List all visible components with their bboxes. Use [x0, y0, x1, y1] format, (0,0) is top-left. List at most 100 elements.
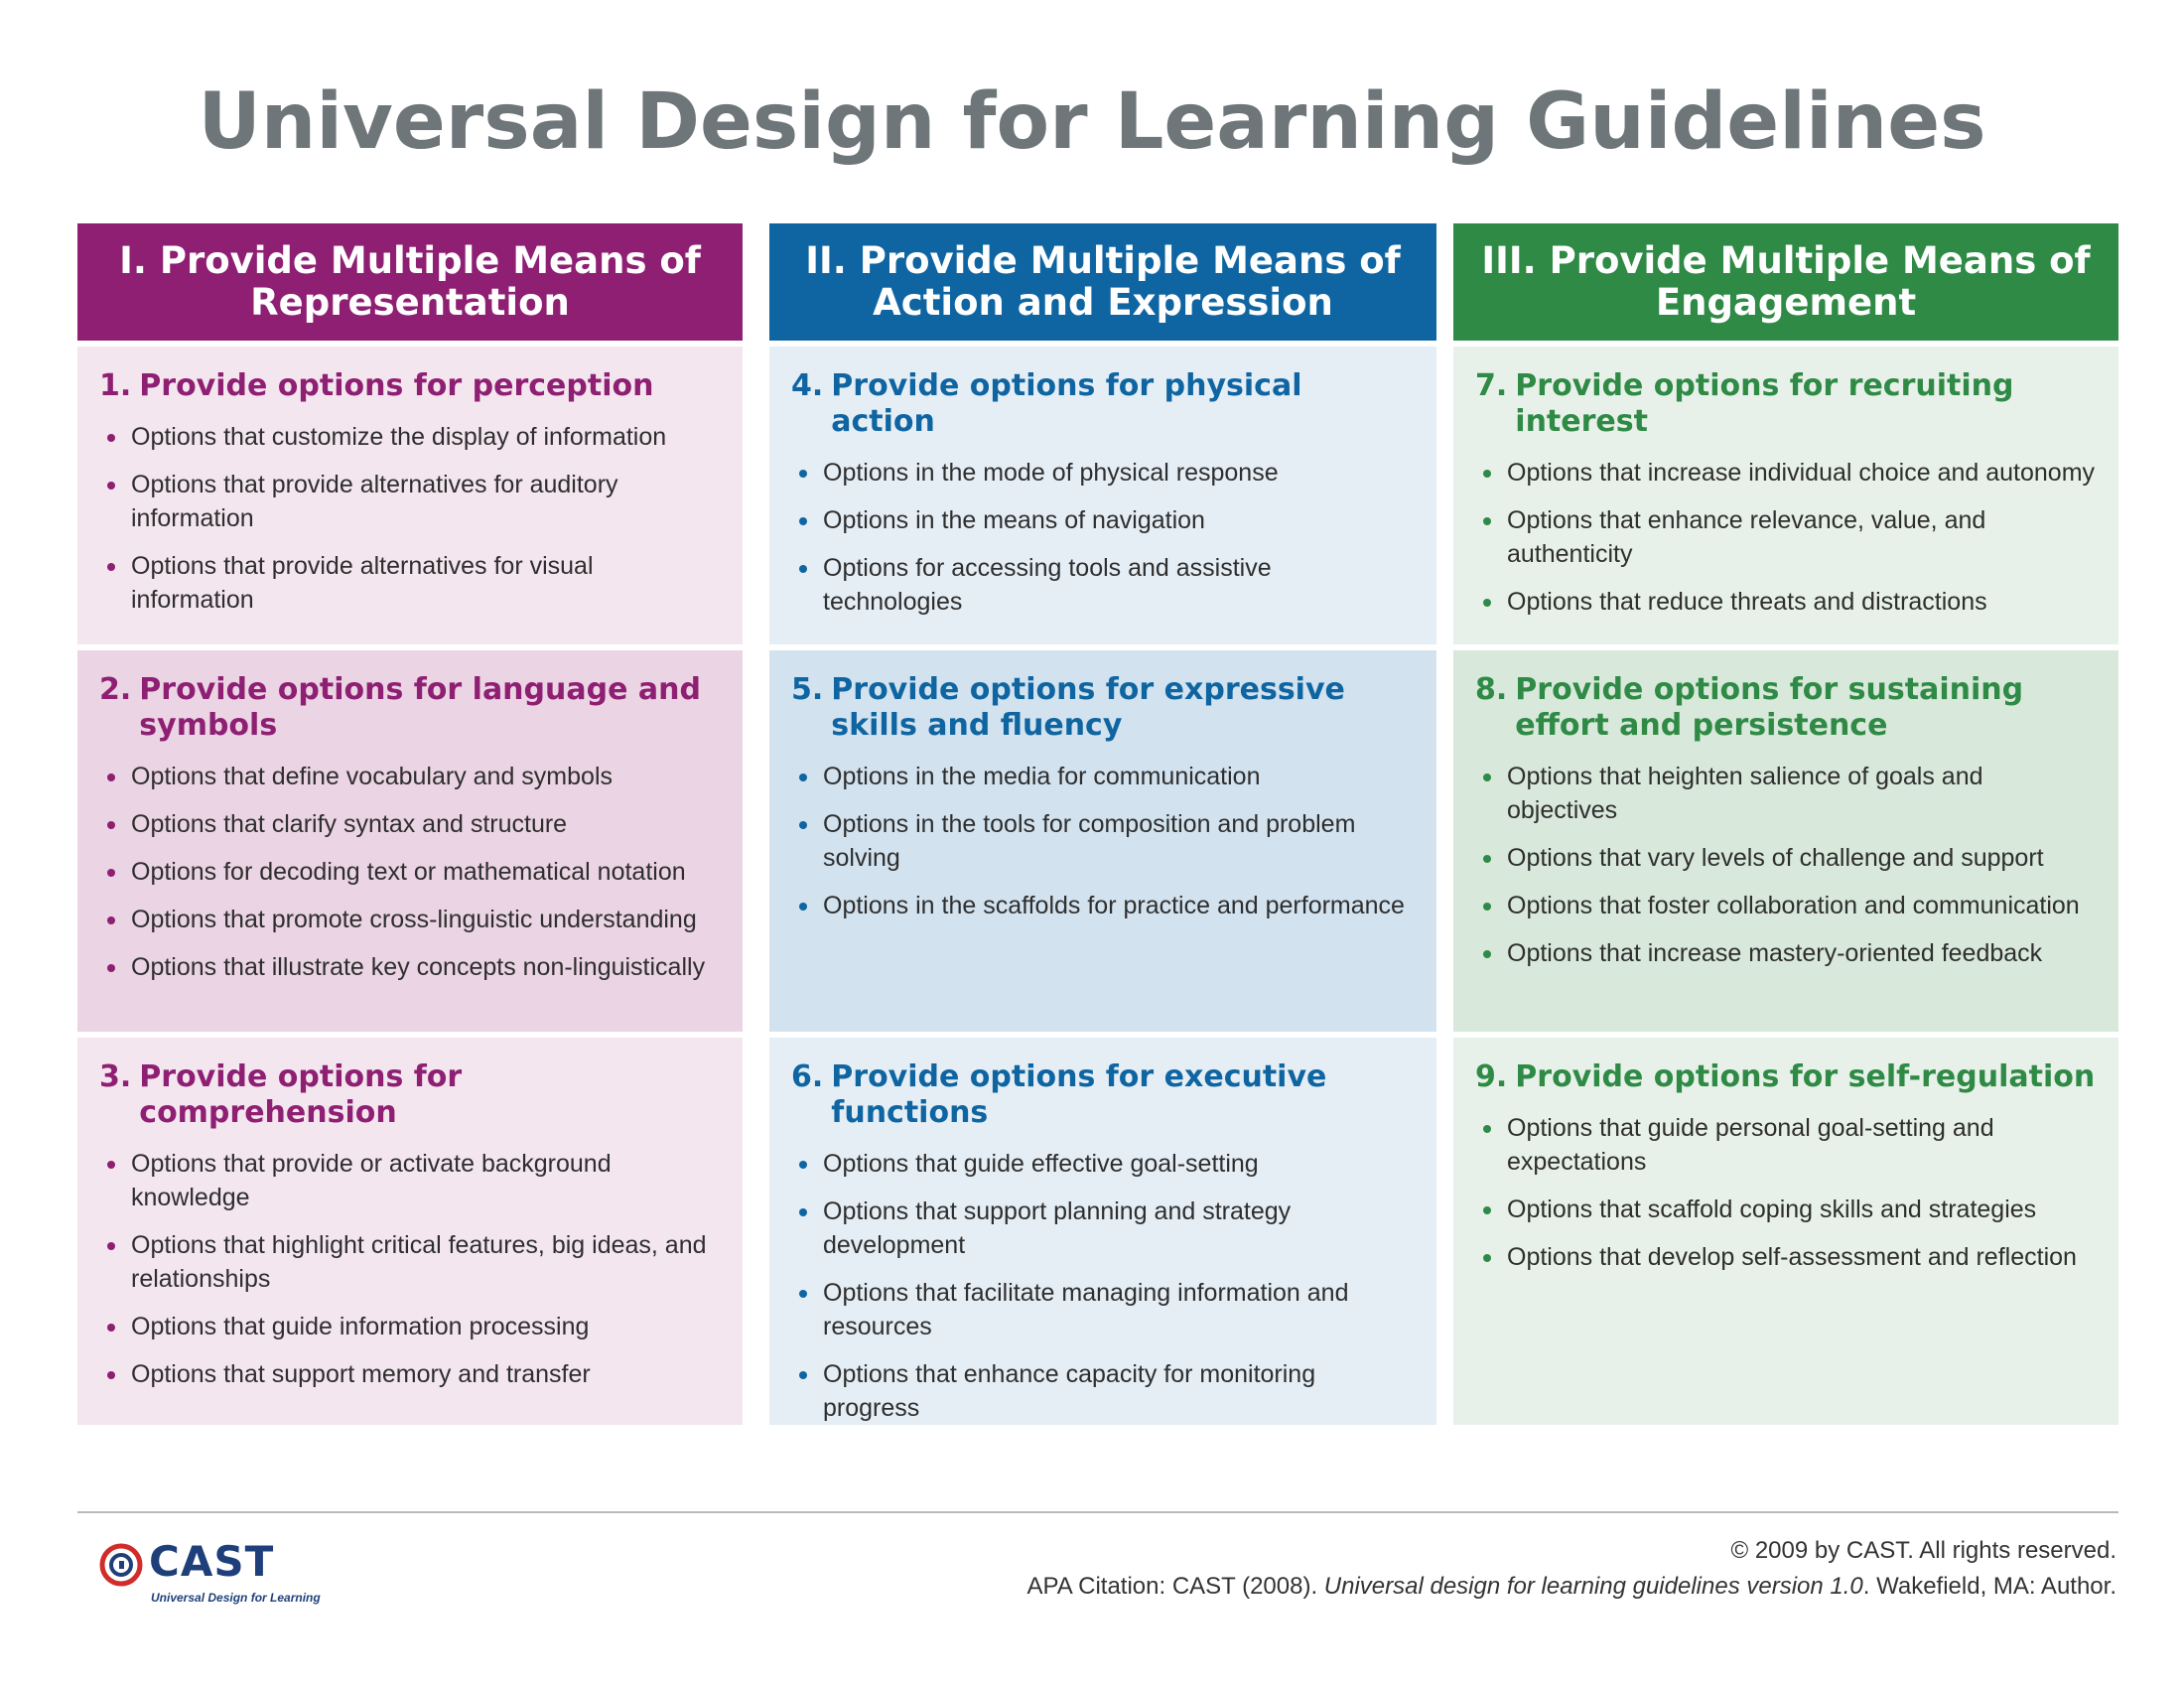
guideline-number: 6. [791, 1059, 824, 1094]
list-item: Options that increase mastery-oriented f… [1483, 936, 2097, 970]
bullet-icon [1483, 855, 1491, 863]
option-text: Options that increase mastery-oriented f… [1507, 939, 2043, 967]
guideline-text: Provide options for physical action [831, 368, 1302, 439]
list-item: Options that highlight critical features… [107, 1228, 721, 1296]
bullet-icon [799, 903, 807, 911]
guideline-number: 9. [1475, 1059, 1508, 1094]
column-header: I. Provide Multiple Means of Representat… [77, 223, 743, 341]
option-text: Options in the media for communication [823, 763, 1261, 790]
bullet-icon [1483, 1254, 1491, 1262]
guideline-title: 5. Provide options for expressive skills … [791, 672, 1415, 744]
option-text: Options that clarify syntax and structur… [131, 810, 568, 838]
bullet-icon [107, 869, 115, 877]
bullet-icon [107, 821, 115, 829]
guideline-text: Provide options for self-regulation [1515, 1059, 2096, 1094]
guideline-cell-8: 8. Provide options for sustaining effort … [1453, 650, 2118, 1032]
option-text: Options that guide information processin… [131, 1313, 590, 1340]
bullet-icon [1483, 1206, 1491, 1214]
option-text: Options that enhance capacity for monito… [823, 1360, 1316, 1422]
copyright-notice: © 2009 by CAST. All rights reserved. [1730, 1537, 2116, 1564]
guideline-title: 3. Provide options for comprehension [99, 1059, 721, 1131]
option-text: Options for accessing tools and assistiv… [823, 554, 1272, 616]
list-item: Options that enhance relevance, value, a… [1483, 503, 2097, 571]
guideline-text: Provide options for executive functions [831, 1059, 1327, 1130]
bullet-icon [799, 1290, 807, 1298]
guideline-cell-7: 7. Provide options for recruiting interes… [1453, 347, 2118, 644]
bullet-icon [107, 774, 115, 781]
list-item: Options that illustrate key concepts non… [107, 950, 721, 984]
footer-divider [77, 1511, 2118, 1513]
list-item: Options that provide alternatives for vi… [107, 549, 721, 617]
column-header-line-1: II. Provide Multiple Means of [805, 239, 1401, 282]
option-text: Options that illustrate key concepts non… [131, 953, 706, 981]
option-text: Options that scaffold coping skills and … [1507, 1196, 2037, 1223]
option-list: Options that heighten salience of goals … [1475, 760, 2097, 970]
option-list: Options in the mode of physical response… [791, 456, 1415, 619]
citation-suffix: . Wakefield, MA: Author. [1862, 1573, 2116, 1600]
option-text: Options that highlight critical features… [131, 1231, 707, 1293]
list-item: Options that clarify syntax and structur… [107, 807, 721, 841]
column-engagement: III. Provide Multiple Means of Engagemen… [1453, 223, 2118, 1425]
option-list: Options that guide effective goal-settin… [791, 1147, 1415, 1425]
cast-logo-icon [99, 1543, 143, 1587]
guideline-text: Provide options for recruiting interest [1515, 368, 2014, 439]
list-item: Options for accessing tools and assistiv… [799, 551, 1415, 619]
guideline-cell-6: 6. Provide options for executive function… [769, 1038, 1436, 1425]
guideline-number: 7. [1475, 368, 1508, 403]
option-list: Options that increase individual choice … [1475, 456, 2097, 619]
bullet-icon [799, 1208, 807, 1216]
guideline-number: 3. [99, 1059, 132, 1094]
option-text: Options in the means of navigation [823, 506, 1205, 534]
option-text: Options that vary levels of challenge an… [1507, 844, 2044, 872]
guideline-cell-2: 2. Provide options for language and symbo… [77, 650, 743, 1032]
guideline-title: 8. Provide options for sustaining effort … [1475, 672, 2097, 744]
option-list: Options that guide personal goal-setting… [1475, 1111, 2097, 1274]
column-representation: I. Provide Multiple Means of Representat… [77, 223, 743, 1425]
column-header-line-1: I. Provide Multiple Means of [119, 239, 701, 282]
guideline-text: Provide options for sustaining effort an… [1515, 672, 2024, 743]
bullet-icon [799, 774, 807, 781]
option-text: Options in the scaffolds for practice an… [823, 892, 1405, 919]
option-text: Options that promote cross-linguistic un… [131, 906, 697, 933]
option-text: Options that guide personal goal-setting… [1507, 1114, 1994, 1176]
list-item: Options that enhance capacity for monito… [799, 1357, 1415, 1425]
guideline-title: 9. Provide options for self-regulation [1475, 1059, 2097, 1095]
option-text: Options that facilitate managing informa… [823, 1279, 1349, 1340]
guideline-text: Provide options for expressive skills an… [831, 672, 1345, 743]
list-item: Options that promote cross-linguistic un… [107, 903, 721, 936]
guideline-number: 1. [99, 368, 132, 403]
bullet-icon [107, 482, 115, 490]
apa-citation: APA Citation: CAST (2008). Universal des… [1027, 1573, 2116, 1601]
option-text: Options that increase individual choice … [1507, 459, 2096, 487]
list-item: Options that guide information processin… [107, 1310, 721, 1343]
list-item: Options for decoding text or mathematica… [107, 855, 721, 889]
guideline-number: 5. [791, 672, 824, 707]
bullet-icon [799, 517, 807, 525]
bullet-icon [1483, 599, 1491, 607]
option-text: Options that provide alternatives for au… [131, 471, 618, 532]
citation-prefix: APA Citation: CAST (2008). [1026, 1573, 1324, 1600]
list-item: Options that vary levels of challenge an… [1483, 841, 2097, 875]
list-item: Options that provide alternatives for au… [107, 468, 721, 535]
column-header-line-2: Engagement [1655, 281, 1917, 324]
bullet-icon [1483, 1125, 1491, 1133]
guideline-title: 4. Provide options for physical action [791, 368, 1415, 440]
column-header-line-1: III. Provide Multiple Means of [1481, 239, 2091, 282]
list-item: Options that heighten salience of goals … [1483, 760, 2097, 827]
list-item: Options in the media for communication [799, 760, 1415, 793]
list-item: Options that facilitate managing informa… [799, 1276, 1415, 1343]
bullet-icon [799, 1161, 807, 1169]
column-action-expression: II. Provide Multiple Means of Action and… [769, 223, 1436, 1425]
list-item: Options that customize the display of in… [107, 420, 721, 454]
guideline-text: Provide options for language and symbols [139, 672, 701, 743]
guideline-title: 1. Provide options for perception [99, 368, 721, 404]
option-text: Options that enhance relevance, value, a… [1507, 506, 1986, 568]
option-text: Options for decoding text or mathematica… [131, 858, 686, 886]
bullet-icon [799, 470, 807, 478]
guideline-cell-4: 4. Provide options for physical action Op… [769, 347, 1436, 644]
option-text: Options in the tools for composition and… [823, 810, 1356, 872]
bullet-icon [1483, 774, 1491, 781]
column-header: III. Provide Multiple Means of Engagemen… [1453, 223, 2118, 341]
bullet-icon [107, 964, 115, 972]
list-item: Options that reduce threats and distract… [1483, 585, 2097, 619]
